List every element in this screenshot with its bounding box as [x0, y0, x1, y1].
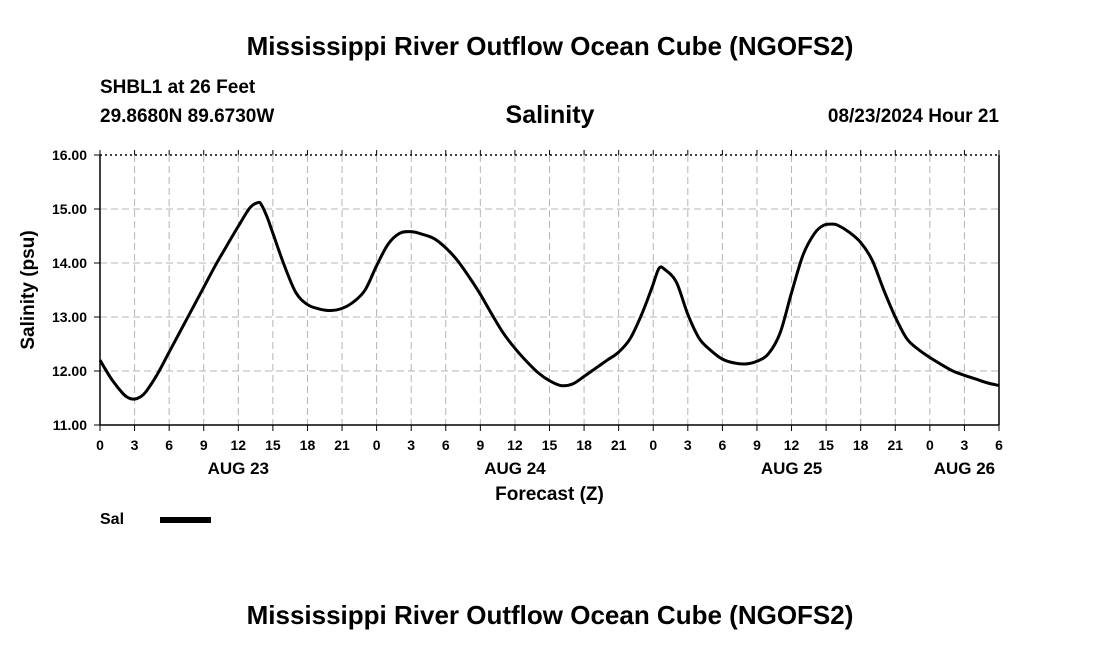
date-label: AUG 24	[484, 459, 546, 478]
x-tick-label: 21	[611, 437, 627, 453]
date-label: AUG 23	[208, 459, 269, 478]
x-tick-label: 12	[784, 437, 800, 453]
x-tick-label: 12	[231, 437, 247, 453]
page-title: Mississippi River Outflow Ocean Cube (NG…	[246, 31, 854, 61]
x-tick-label: 9	[200, 437, 208, 453]
x-tick-label: 6	[442, 437, 450, 453]
y-axis-title: Salinity (psu)	[18, 230, 39, 349]
x-tick-label: 0	[649, 437, 657, 453]
y-tick-label: 11.00	[53, 417, 87, 433]
y-tick-label: 12.00	[52, 363, 87, 379]
legend-label: Sal	[100, 511, 125, 528]
x-tick-label: 6	[165, 437, 173, 453]
x-tick-label: 3	[684, 437, 692, 453]
station-coordinates: 29.8680N 89.6730W	[100, 106, 275, 127]
x-tick-label: 21	[334, 437, 350, 453]
x-tick-label: 12	[507, 437, 523, 453]
y-tick-label: 15.00	[52, 201, 87, 217]
legend-swatch-sal	[160, 517, 211, 523]
x-axis-title: Forecast (Z)	[495, 484, 604, 505]
x-tick-label: 0	[373, 437, 381, 453]
chart-title: Salinity	[505, 101, 595, 129]
x-tick-label: 15	[818, 437, 834, 453]
date-label: AUG 25	[761, 459, 822, 478]
x-tick-label: 3	[131, 437, 139, 453]
x-tick-label: 3	[407, 437, 415, 453]
station-name: SHBL1 at 26 Feet	[100, 77, 256, 98]
series-line-sal	[98, 200, 1000, 401]
x-tick-label: 6	[718, 437, 726, 453]
legend: Sal	[100, 511, 211, 529]
y-tick-label: 14.00	[52, 255, 87, 271]
x-tick-label: 18	[576, 437, 592, 453]
x-tick-label: 3	[961, 437, 969, 453]
x-tick-label: 6	[995, 437, 1003, 453]
x-tick-label: 15	[265, 437, 281, 453]
forecast-timestamp: 08/23/2024 Hour 21	[827, 106, 999, 127]
x-tick-label: 21	[887, 437, 903, 453]
x-tick-label: 0	[926, 437, 934, 453]
x-tick-label: 18	[300, 437, 316, 453]
x-tick-label: 9	[476, 437, 484, 453]
footer-title: Mississippi River Outflow Ocean Cube (NG…	[246, 600, 854, 630]
date-label: AUG 26	[934, 459, 995, 478]
x-tick-label: 18	[853, 437, 869, 453]
x-tick-label: 9	[753, 437, 761, 453]
y-tick-label: 16.00	[52, 147, 87, 163]
y-tick-label: 13.00	[52, 309, 87, 325]
x-tick-label: 15	[542, 437, 558, 453]
x-tick-label: 0	[96, 437, 104, 453]
